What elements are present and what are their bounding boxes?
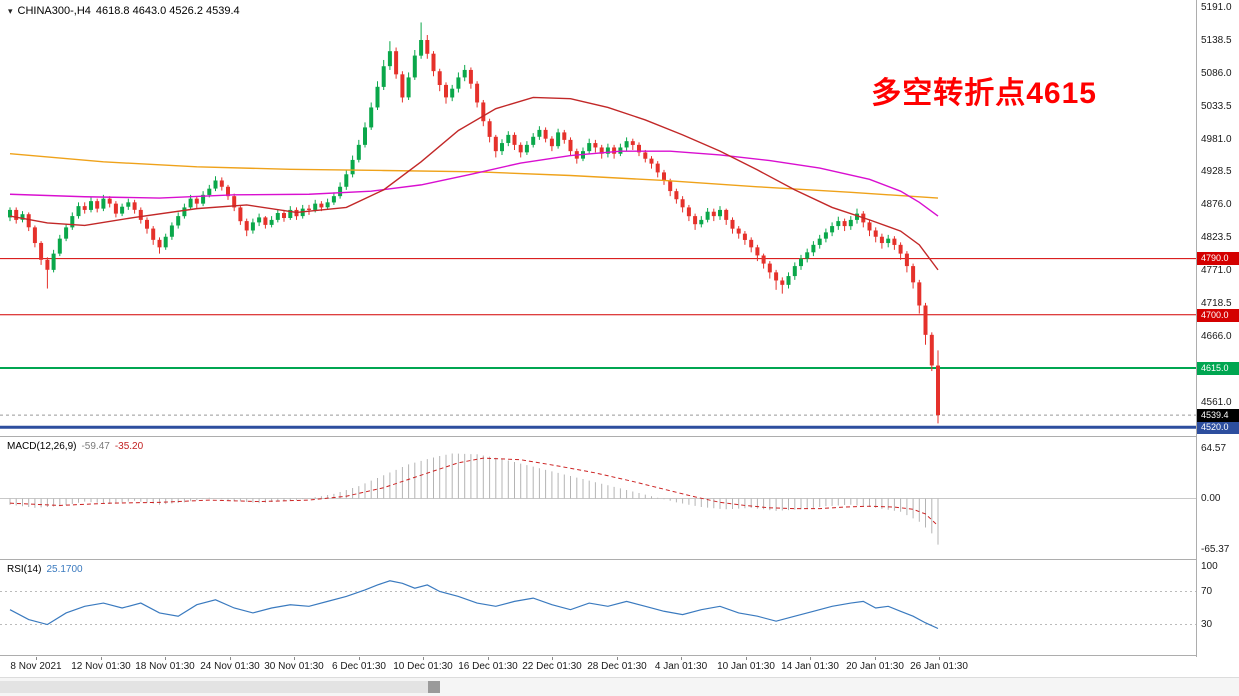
date-tick	[359, 657, 360, 660]
price-axis-label: 5086.0	[1201, 68, 1232, 79]
ohlc-values-label: 4618.8 4643.0 4526.2 4539.4	[95, 5, 240, 17]
scrollbar-handle[interactable]	[428, 681, 440, 693]
date-tick	[165, 657, 166, 660]
ma-line-mid-magenta	[9, 150, 939, 217]
date-tick	[875, 657, 876, 660]
current-price-badge: 4539.4	[1197, 409, 1239, 422]
rsi-axis-label: 100	[1201, 561, 1218, 572]
price-badge-4790.0: 4790.0	[1197, 252, 1239, 265]
macd-signal-line	[9, 457, 939, 527]
date-label: 20 Jan 01:30	[846, 661, 904, 672]
macd-axis-label: 64.57	[1201, 443, 1227, 454]
date-label: 10 Dec 01:30	[393, 661, 453, 672]
macd-chart-canvas[interactable]	[0, 438, 1196, 559]
macd-histogram	[9, 453, 939, 545]
chart-dropdown-icon[interactable]: ▾	[8, 5, 13, 16]
price-axis-label: 4666.0	[1201, 331, 1232, 342]
date-tick	[810, 657, 811, 660]
rsi-value: 25.1700	[46, 564, 83, 575]
price-axis-label: 4876.0	[1201, 199, 1232, 210]
ma-line-fast-crimson	[9, 96, 939, 271]
date-label: 8 Nov 2021	[10, 661, 62, 672]
date-label: 6 Dec 01:30	[332, 661, 386, 672]
price-axis-label: 5191.0	[1201, 2, 1232, 13]
date-axis: 8 Nov 2021 12 Nov 01:30 18 Nov 01:30 24 Nov…	[0, 657, 1239, 676]
macd-label: MACD(12,26,9) -59.47 -35.20	[7, 441, 143, 452]
date-label: 14 Jan 01:30	[781, 661, 839, 672]
scrollbar-thumb[interactable]	[0, 681, 428, 693]
macd-signal-value: -35.20	[114, 441, 144, 452]
date-label: 24 Nov 01:30	[200, 661, 260, 672]
price-axis-label: 5138.5	[1201, 35, 1232, 46]
date-tick	[617, 657, 618, 660]
date-label: 12 Nov 01:30	[71, 661, 131, 672]
date-tick	[939, 657, 940, 660]
rsi-name: RSI(14)	[7, 564, 42, 575]
date-tick	[294, 657, 295, 660]
date-tick	[230, 657, 231, 660]
price-axis-label: 4981.0	[1201, 134, 1232, 145]
price-axis-label: 4823.5	[1201, 232, 1232, 243]
date-label: 28 Dec 01:30	[587, 661, 647, 672]
date-tick	[488, 657, 489, 660]
date-label: 22 Dec 01:30	[522, 661, 582, 672]
price-badge-4615.0: 4615.0	[1197, 362, 1239, 375]
rsi-line	[9, 580, 939, 630]
price-panel: ▾ CHINA300-,H4 4618.8 4643.0 4526.2 4539…	[0, 0, 1196, 437]
price-axis-column: 5191.0 5138.5 5086.0 5033.5 4981.0 4928.5 4876…	[1196, 0, 1239, 657]
date-label: 18 Nov 01:30	[135, 661, 195, 672]
rsi-chart-canvas[interactable]	[0, 561, 1196, 655]
price-axis-label: 4718.5	[1201, 298, 1232, 309]
horizontal-scrollbar	[0, 677, 1239, 696]
date-tick	[552, 657, 553, 660]
macd-main-value: -59.47	[81, 441, 110, 452]
price-axis-label: 4928.5	[1201, 166, 1232, 177]
rsi-panel: RSI(14) 25.1700	[0, 561, 1196, 656]
rsi-label: RSI(14) 25.1700	[7, 564, 83, 575]
date-tick	[423, 657, 424, 660]
date-label: 26 Jan 01:30	[910, 661, 968, 672]
date-label: 16 Dec 01:30	[458, 661, 518, 672]
annotation-text[interactable]: 多空转折点4615	[871, 77, 1097, 110]
price-axis-label: 4771.0	[1201, 265, 1232, 276]
date-tick	[746, 657, 747, 660]
chart-title: ▾ CHINA300-,H4 4618.8 4643.0 4526.2 4539…	[8, 5, 240, 17]
date-label: 4 Jan 01:30	[654, 661, 708, 672]
rsi-axis-label: 30	[1201, 619, 1213, 630]
price-axis-label: 4561.0	[1201, 397, 1232, 408]
date-label: 30 Nov 01:30	[264, 661, 324, 672]
date-tick	[681, 657, 682, 660]
macd-panel: MACD(12,26,9) -59.47 -35.20	[0, 438, 1196, 560]
date-tick	[101, 657, 102, 660]
price-axis-label: 5033.5	[1201, 101, 1232, 112]
date-tick	[36, 657, 37, 660]
price-badge-4700.0: 4700.0	[1197, 309, 1239, 322]
macd-axis-label: 0.00	[1201, 493, 1221, 504]
rsi-axis-label: 70	[1201, 586, 1213, 597]
macd-axis-label: -65.37	[1201, 544, 1230, 555]
candles	[8, 22, 940, 424]
price-badge-4520.0: 4520.0	[1197, 421, 1239, 434]
macd-name: MACD(12,26,9)	[7, 441, 77, 452]
ma-line-slow-orange	[9, 152, 939, 199]
date-label: 10 Jan 01:30	[717, 661, 775, 672]
symbol-timeframe-label: CHINA300-,H4	[17, 5, 91, 17]
price-chart-canvas[interactable]	[0, 0, 1196, 436]
